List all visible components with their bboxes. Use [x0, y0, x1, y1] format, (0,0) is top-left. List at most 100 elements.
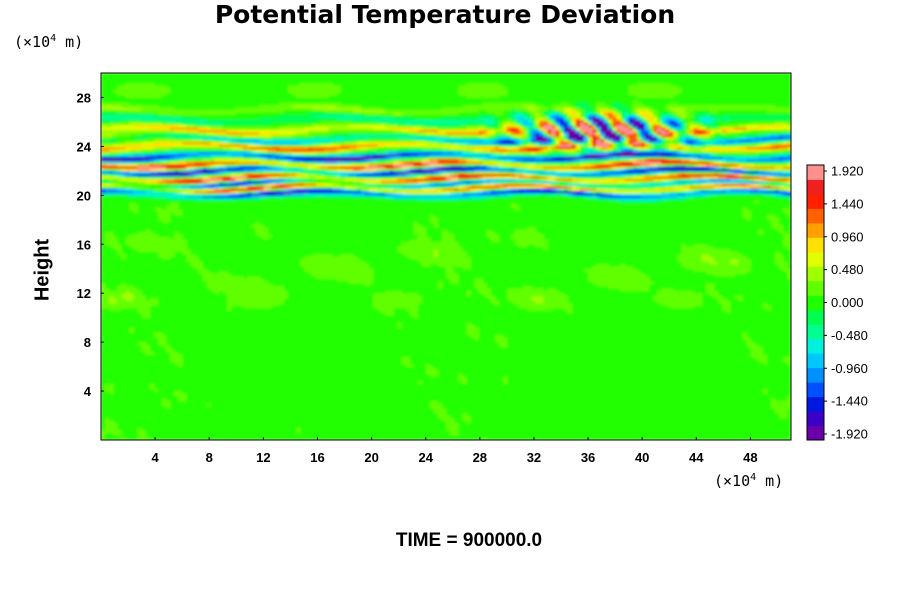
- heatmap-cell: [316, 173, 321, 177]
- heatmap-cell: [226, 300, 285, 304]
- heatmap-cell: [551, 151, 565, 155]
- heatmap-cell: [295, 430, 301, 434]
- heatmap-cell: [746, 136, 756, 140]
- heatmap-cell: [450, 278, 459, 282]
- heatmap-cell: [726, 175, 731, 179]
- heatmap-cell: [421, 163, 427, 167]
- heatmap-cell: [226, 168, 236, 172]
- heatmap-cell: [685, 121, 691, 125]
- heatmap-cell: [303, 192, 354, 196]
- heatmap-cell: [446, 178, 451, 182]
- heatmap-cell: [267, 156, 277, 160]
- heatmap-cell: [182, 185, 191, 189]
- heatmap-cell: [758, 139, 768, 143]
- heatmap-cell: [677, 119, 683, 123]
- heatmap-cell: [458, 173, 467, 177]
- heatmap-cell: [567, 183, 589, 187]
- heatmap-cell: [786, 121, 791, 125]
- heatmap-cell: [519, 136, 528, 140]
- heatmap-cell: [632, 146, 638, 150]
- heatmap-cell: [470, 175, 480, 179]
- heatmap-cell: [429, 163, 439, 167]
- heatmap-cell: [259, 165, 273, 170]
- heatmap-cell: [717, 134, 723, 138]
- heatmap-cell: [332, 139, 342, 143]
- heatmap-cell: [421, 161, 439, 165]
- heatmap-cell: [778, 192, 784, 196]
- heatmap-cell: [673, 134, 678, 138]
- heatmap-cell: [506, 129, 512, 133]
- heatmap-cell: [133, 210, 139, 214]
- heatmap-cell: [738, 161, 788, 165]
- heatmap-cell: [206, 126, 212, 130]
- heatmap-cell: [101, 158, 122, 162]
- heatmap-cell: [393, 195, 471, 199]
- heatmap-cell: [145, 153, 159, 157]
- heatmap-cell: [490, 236, 500, 240]
- heatmap-cell: [575, 119, 585, 123]
- heatmap-cell: [579, 190, 585, 194]
- heatmap-cell: [713, 295, 723, 299]
- heatmap-cell: [279, 187, 285, 192]
- heatmap-cell: [786, 361, 791, 365]
- heatmap-cell: [243, 168, 256, 172]
- heatmap-cell: [608, 192, 614, 196]
- heatmap-cell: [677, 117, 683, 121]
- heatmap-cell: [559, 102, 569, 106]
- heatmap-cell: [539, 119, 549, 123]
- heatmap-cell: [770, 219, 780, 223]
- heatmap-cell: [470, 190, 476, 194]
- heatmap-cell: [766, 168, 791, 172]
- heatmap-cell: [689, 141, 695, 145]
- x-tick-label: 24: [418, 450, 433, 465]
- heatmap-cell: [441, 175, 447, 179]
- heatmap-cell: [766, 180, 772, 184]
- heatmap-cell: [616, 146, 622, 150]
- heatmap-cell: [267, 195, 285, 199]
- heatmap-cell: [551, 117, 557, 121]
- heatmap-cell: [474, 280, 484, 285]
- heatmap-cell: [243, 185, 248, 189]
- heatmap-cell: [324, 109, 354, 113]
- heatmap-cell: [425, 369, 439, 373]
- heatmap-cell: [644, 117, 650, 121]
- heatmap-cell: [506, 148, 520, 152]
- heatmap-cell: [413, 163, 419, 167]
- heatmap-cell: [661, 165, 674, 170]
- heatmap-cell: [450, 178, 455, 182]
- heatmap-cell: [632, 109, 638, 113]
- heatmap-cell: [515, 170, 524, 174]
- heatmap-cell: [259, 234, 273, 238]
- heatmap-cell: [206, 163, 212, 167]
- heatmap-cell: [409, 310, 419, 314]
- heatmap-cell: [770, 183, 776, 187]
- heatmap-cell: [632, 99, 638, 103]
- heatmap-cell: [239, 183, 244, 187]
- heatmap-cell: [170, 185, 179, 189]
- heatmap-cell: [584, 190, 589, 194]
- heatmap-cell: [661, 180, 666, 184]
- heatmap-cell: [210, 170, 216, 174]
- heatmap-cell: [640, 129, 646, 133]
- heatmap-cell: [579, 187, 597, 192]
- heatmap-cell: [640, 143, 646, 147]
- heatmap-cell: [709, 148, 760, 152]
- heatmap-cell: [368, 163, 378, 167]
- x-tick-label: 12: [256, 450, 270, 465]
- heatmap-cell: [218, 165, 228, 170]
- heatmap-cell: [397, 168, 402, 172]
- heatmap-cell: [770, 134, 780, 138]
- colorbar-swatch: [807, 165, 824, 180]
- heatmap-cell: [677, 183, 687, 187]
- heatmap-cell: [482, 131, 488, 135]
- heatmap-cell: [198, 268, 208, 272]
- heatmap-cell: [543, 183, 549, 187]
- heatmap-cell: [648, 173, 654, 177]
- heatmap-cell: [510, 131, 516, 135]
- heatmap-cell: [137, 165, 167, 170]
- heatmap-cell: [681, 148, 703, 152]
- colorbar-swatch: [807, 396, 824, 412]
- heatmap-cell: [178, 398, 187, 402]
- heatmap-cell: [758, 173, 764, 177]
- heatmap-cell: [584, 148, 589, 152]
